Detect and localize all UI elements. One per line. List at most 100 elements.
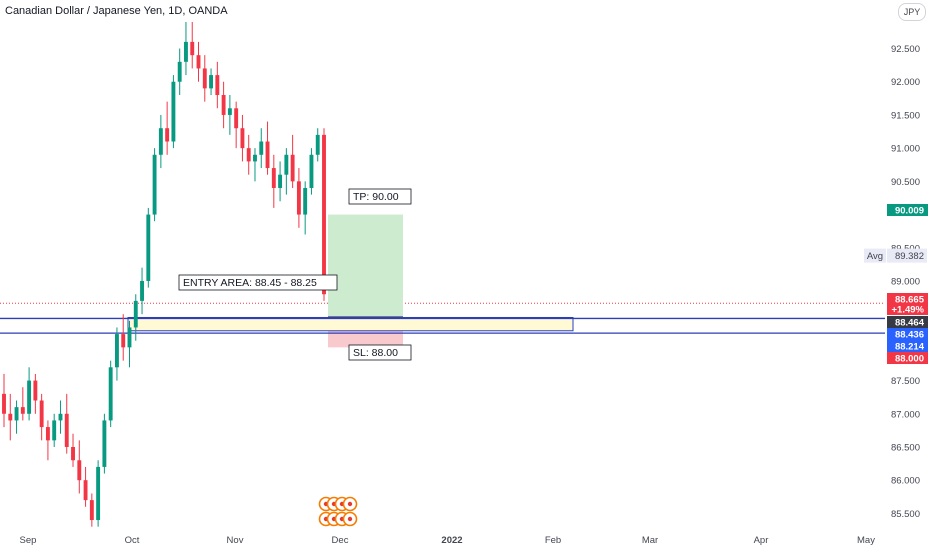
price-tag: [887, 293, 928, 305]
x-tick-label: Oct: [125, 535, 140, 546]
x-tick-label: Apr: [754, 535, 769, 546]
candle-body: [209, 75, 214, 89]
candle-body: [114, 334, 119, 368]
sl-label: SL: 88.00: [348, 344, 412, 361]
candle-body: [265, 141, 270, 169]
candle-body: [127, 327, 132, 348]
x-tick-label: May: [857, 535, 875, 546]
currency-badge[interactable]: JPY: [898, 3, 926, 21]
chart-title: Canadian Dollar / Japanese Yen, 1D, OAND…: [5, 5, 228, 17]
candle-body: [227, 108, 232, 115]
candle-body: [184, 41, 188, 62]
candle-body: [190, 41, 195, 56]
candle-body: [284, 154, 289, 175]
entry-area-label: ENTRY AREA: 88.45 - 88.25: [178, 274, 338, 291]
candle-body: [196, 55, 201, 69]
take-profit-zone: [328, 214, 403, 317]
y-tick-label: 92.000: [891, 77, 920, 88]
y-tick-label: 91.500: [891, 110, 920, 121]
candle-body: [322, 134, 326, 295]
candle-body: [64, 413, 69, 447]
y-tick-label: 86.000: [891, 476, 920, 487]
candle-body: [246, 148, 251, 162]
candle-body: [146, 214, 151, 281]
x-tick-label: Nov: [227, 535, 244, 546]
candle-body: [2, 393, 6, 414]
entry-area-label-text: ENTRY AREA: 88.45 - 88.25: [183, 277, 317, 289]
candle-body: [240, 128, 245, 149]
candle-body: [89, 500, 94, 521]
price-tag: [887, 204, 928, 216]
candle-body: [33, 380, 38, 401]
candle-body: [58, 413, 63, 421]
candle-body: [171, 81, 176, 142]
y-tick-label: 90.500: [891, 177, 920, 188]
candle-body: [221, 95, 226, 115]
tp-label-frame: [348, 188, 412, 205]
candle-body: [234, 108, 239, 129]
candle-body: [133, 300, 138, 328]
sl-label-frame: [348, 344, 412, 361]
candle-body: [8, 413, 13, 421]
avg-tag-label: Avg: [867, 251, 883, 262]
candle-body: [202, 68, 207, 89]
avg-tag: [864, 248, 886, 263]
candle-body: [140, 280, 144, 301]
candle-body: [290, 154, 295, 182]
candle-body: [96, 466, 101, 521]
entry-area-label-frame: [178, 274, 338, 291]
candle-body: [83, 480, 88, 501]
price-tag: [887, 316, 928, 328]
y-tick-label: 87.000: [891, 409, 920, 420]
candle-body: [102, 420, 107, 467]
candle-body: [177, 61, 182, 82]
candle-body: [271, 168, 276, 188]
candle-body: [315, 134, 320, 155]
price-tag-label: 88.464: [895, 318, 925, 329]
candle-body: [215, 75, 220, 96]
price-tag: [887, 328, 928, 340]
candle-body: [309, 154, 314, 188]
candle-body: [303, 187, 308, 215]
candle-body: [152, 154, 157, 215]
tp-label-text: TP: 90.00: [353, 191, 399, 203]
y-tick-label: 86.500: [891, 442, 920, 453]
candle-body: [77, 460, 82, 481]
x-tick-label: Sep: [20, 535, 37, 546]
event-marker-dot: [347, 501, 353, 507]
x-tick-label: 2022: [441, 535, 462, 546]
candle-body: [296, 181, 301, 215]
y-tick-label: 89.000: [891, 276, 920, 287]
candle-body: [45, 427, 50, 441]
event-marker-dot: [347, 516, 353, 522]
candle-body: [121, 334, 126, 348]
x-tick-label: Mar: [642, 535, 658, 546]
candle-body: [20, 407, 25, 414]
candle-body: [278, 174, 283, 188]
avg-value-label: 89.382: [895, 251, 924, 262]
candle-body: [259, 141, 264, 155]
tp-label: TP: 90.00: [348, 188, 412, 205]
candle-body: [71, 446, 75, 461]
sl-label-text: SL: 88.00: [353, 347, 398, 359]
candle-body: [108, 367, 113, 421]
price-tag-label: 88.665: [895, 295, 925, 306]
y-tick-label: 92.500: [891, 44, 920, 55]
price-tag-label: 88.214: [895, 342, 925, 353]
candle-body: [39, 400, 44, 428]
candle-body: [52, 420, 57, 441]
y-tick-label: 91.000: [891, 144, 920, 155]
candle-body: [14, 407, 19, 421]
avg-value-tag: [887, 248, 927, 263]
x-tick-label: Feb: [545, 535, 561, 546]
price-tag: [887, 340, 928, 352]
price-tag: [887, 352, 928, 364]
price-tag-label: 88.000: [895, 354, 924, 365]
price-tag: [887, 303, 928, 315]
price-tag-label: 90.009: [895, 206, 924, 217]
entry-area-box: [127, 316, 574, 332]
x-tick-label: Dec: [332, 535, 349, 546]
candle-body: [165, 128, 170, 142]
price-tag-label: 88.436: [895, 330, 924, 341]
